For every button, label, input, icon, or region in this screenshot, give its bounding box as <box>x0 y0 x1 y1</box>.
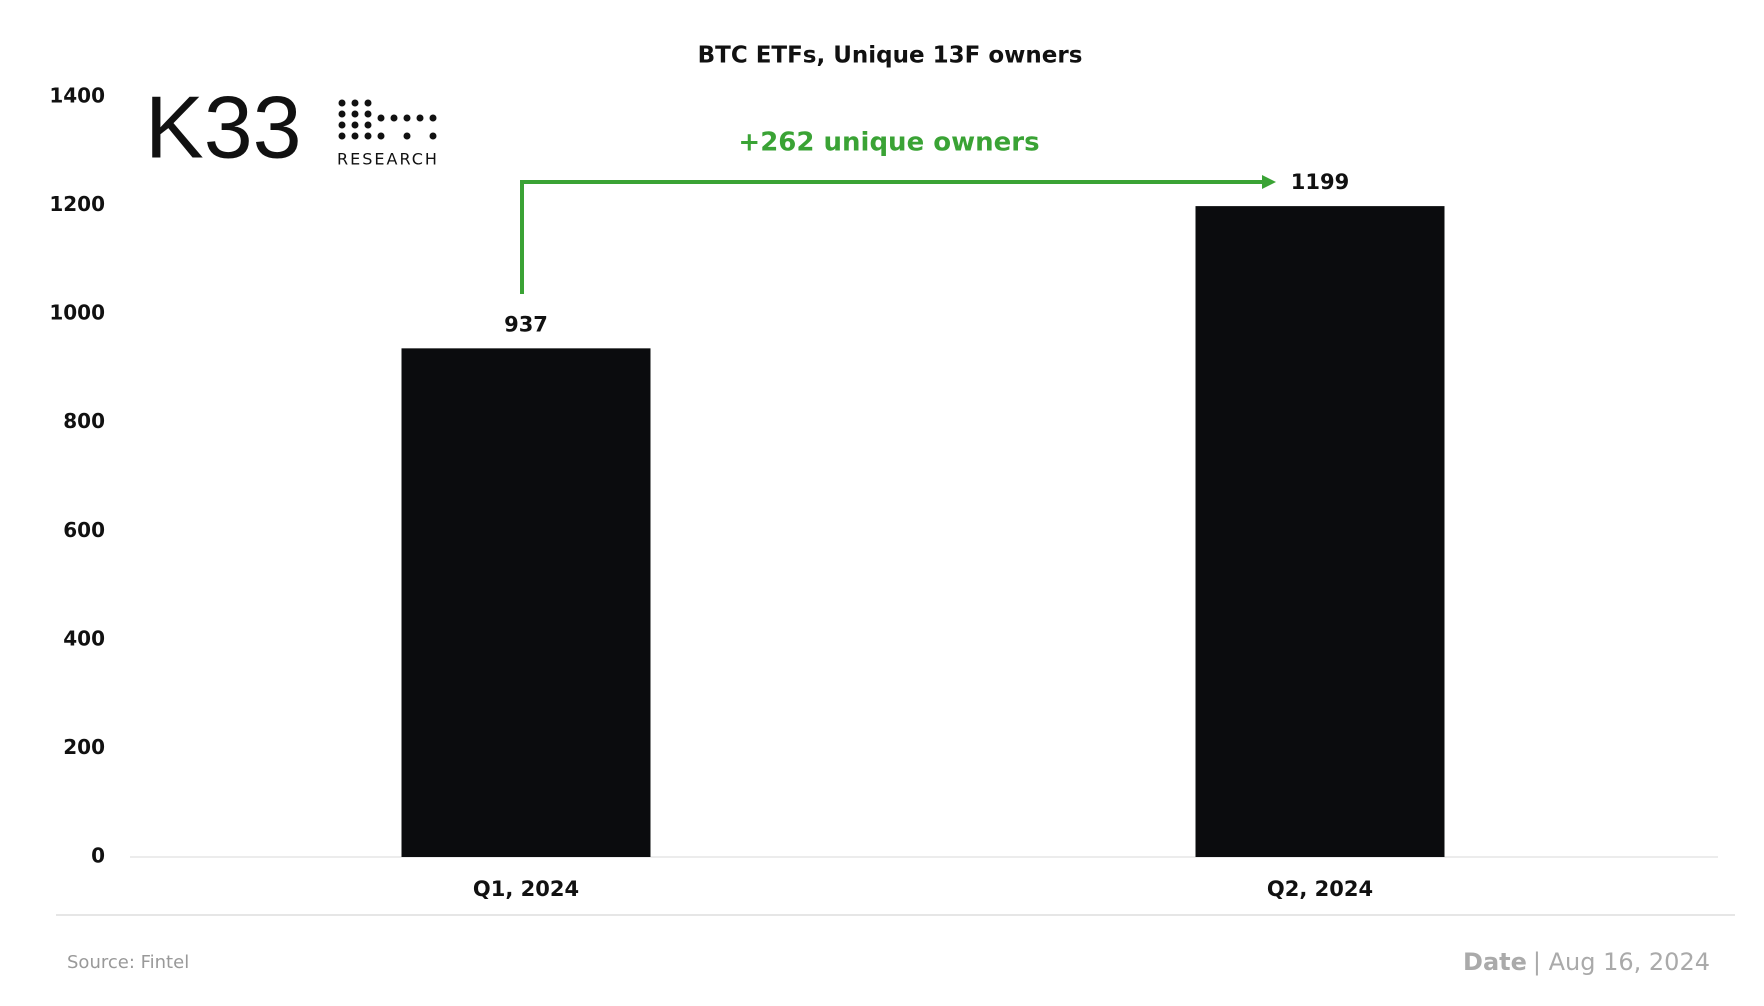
y-tick-label: 200 <box>63 735 105 759</box>
annotation: +262 unique owners <box>738 128 1039 158</box>
y-tick-label: 400 <box>63 626 105 650</box>
data-label: 1199 <box>1291 170 1349 194</box>
date-label: Date <box>1463 948 1527 976</box>
y-tick-label: 600 <box>63 518 105 542</box>
annotation-arrowhead <box>1262 175 1276 189</box>
date: Date | Aug 16, 2024 <box>1463 948 1710 976</box>
date-value: | Aug 16, 2024 <box>1533 948 1710 976</box>
data-label: 937 <box>504 312 548 336</box>
logo-subtitle: RESEARCH <box>337 150 439 169</box>
annotation-arrow <box>520 180 1262 294</box>
logo-mark <box>338 99 437 140</box>
y-tick-label: 1200 <box>49 192 105 216</box>
bar <box>401 348 651 857</box>
source: Source: Fintel <box>67 952 189 973</box>
y-tick-label: 1400 <box>49 84 105 108</box>
chart-title: BTC ETFs, Unique 13F owners <box>698 43 1083 69</box>
logo-name: K33 <box>145 77 302 176</box>
x-tick-label: Q1, 2024 <box>473 877 579 901</box>
x-tick-label: Q2, 2024 <box>1267 877 1373 901</box>
y-tick-label: 0 <box>91 844 105 868</box>
y-tick-label: 1000 <box>49 301 105 325</box>
bar <box>1195 206 1445 858</box>
y-tick-label: 800 <box>63 409 105 433</box>
